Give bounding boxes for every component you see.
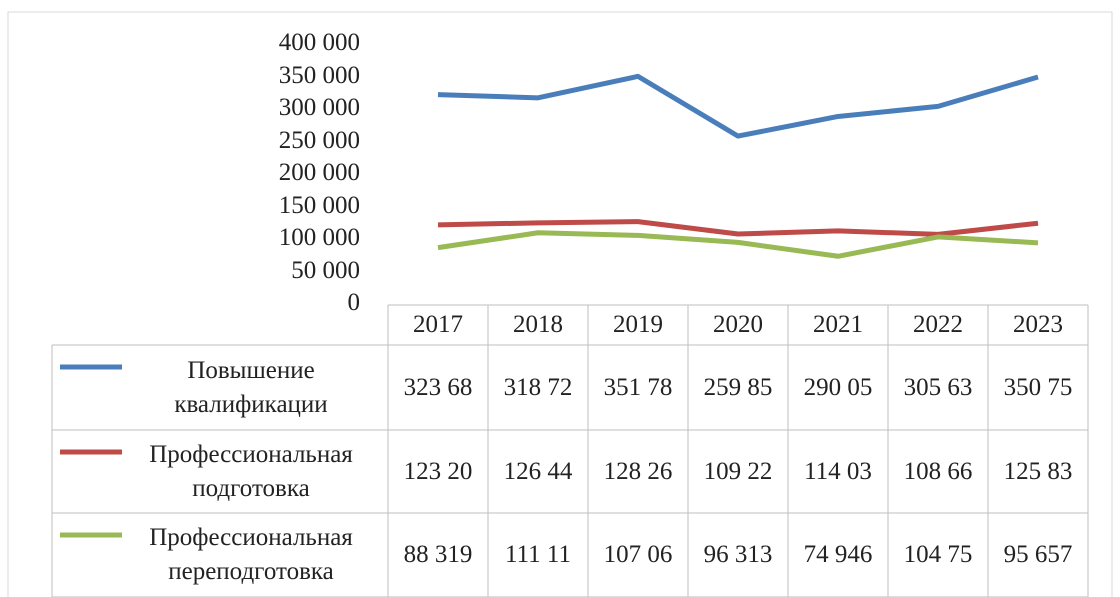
x-tick-label: 2023 [1013,311,1063,338]
table-value: 108 66 [903,457,973,485]
table-value: 305 63 [903,373,973,401]
table-value: 126 44 [503,457,573,485]
x-tick-label: 2021 [813,311,863,338]
series-line [437,73,1039,139]
table-value: 74 946 [803,541,873,568]
x-tick-label: 2018 [513,311,563,338]
table-value: 351 78 [603,373,673,401]
table-value: 125 83 [1003,457,1073,485]
y-tick-label: 100 000 [278,224,360,251]
table-value: 96 313 [703,541,773,568]
legend-label: Профессиональная переподготовка [149,524,353,585]
y-tick-label: 200 000 [278,159,360,186]
x-tick-label: 2017 [413,311,463,338]
y-tick-label: 150 000 [278,191,360,219]
y-tick-label: 50 000 [291,256,360,284]
series-line [437,230,1039,259]
table-value: 350 75 [1003,373,1073,401]
frame [7,11,1113,597]
table-value: 128 26 [603,457,673,485]
legend-label: Повышение квалификации [174,356,328,418]
table-value: 114 03 [804,457,872,485]
x-tick-label: 2019 [613,311,663,338]
table-value: 109 22 [703,457,773,485]
legend-label: Профессиональная подготовка [149,440,353,502]
y-tick-label: 400 000 [278,29,360,56]
table-value: 259 85 [703,373,773,401]
table-value: 318 72 [503,373,573,401]
y-tick-label: 250 000 [278,126,360,154]
table-value: 95 657 [1003,541,1073,568]
y-tick-label: 0 [347,289,361,316]
table-value: 123 20 [403,457,473,485]
y-tick-label: 300 000 [278,94,360,121]
table-value: 88 319 [403,541,473,568]
table-value: 111 11 [505,541,571,568]
y-tick-label: 350 000 [278,61,360,89]
table-value: 323 68 [403,373,473,401]
series-line [437,219,1039,237]
table-value: 290 05 [803,373,873,401]
x-tick-label: 2022 [913,311,963,338]
table-value: 107 06 [603,541,673,568]
x-tick-label: 2020 [713,311,763,338]
table-value: 104 75 [903,541,973,568]
